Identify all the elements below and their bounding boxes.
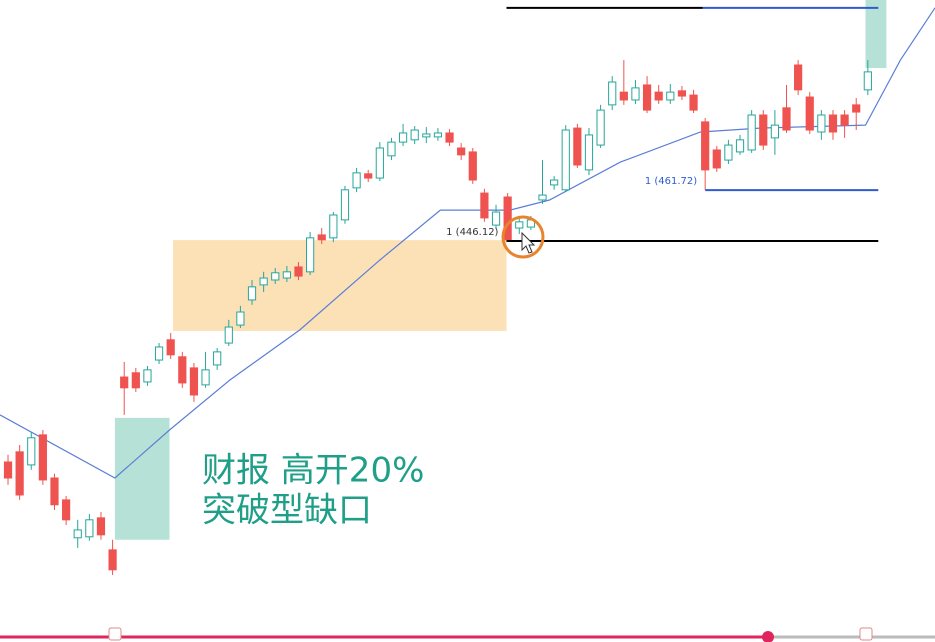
candle-body xyxy=(62,499,71,521)
candle-body xyxy=(340,189,350,221)
candle-body xyxy=(143,369,152,383)
candle-body xyxy=(96,517,106,536)
candle-body xyxy=(724,144,733,161)
candle-body xyxy=(3,461,13,479)
candle-body xyxy=(294,266,303,277)
candle-body xyxy=(863,71,872,91)
candle-body xyxy=(364,173,373,179)
candle-body xyxy=(352,172,361,189)
candle-body xyxy=(120,376,129,389)
candle-body xyxy=(317,234,326,241)
candle-body xyxy=(445,132,454,143)
candle-body xyxy=(73,529,82,539)
candle-body xyxy=(840,114,849,126)
candle-body xyxy=(503,196,512,241)
candle-body xyxy=(712,149,721,169)
candle-body xyxy=(271,272,280,281)
candle-body xyxy=(189,367,199,396)
candle-body xyxy=(468,151,477,181)
candle-body xyxy=(805,96,814,131)
candle-body xyxy=(515,221,524,229)
candle-body xyxy=(27,437,36,466)
candle-body xyxy=(154,346,164,361)
candle-body xyxy=(631,87,640,101)
event-icon[interactable] xyxy=(859,627,873,641)
candle-body xyxy=(782,107,791,131)
candle-body xyxy=(398,132,408,143)
candle-body xyxy=(178,356,187,384)
candle-body xyxy=(38,434,47,481)
candle-body xyxy=(201,369,210,386)
cursor xyxy=(521,231,536,254)
candle-body xyxy=(561,129,570,191)
candle-body xyxy=(573,127,582,166)
candle-body xyxy=(422,133,431,138)
candle-body xyxy=(247,286,257,301)
candle-body xyxy=(770,124,779,139)
candle-body xyxy=(50,477,59,506)
candle-body xyxy=(538,194,547,201)
candle-body xyxy=(619,91,628,101)
fib-label: 1 (461.72) xyxy=(645,176,697,187)
candle-body xyxy=(689,94,698,111)
annotation: 财报 高开20% xyxy=(202,451,424,491)
candle-body xyxy=(828,114,838,133)
event-icon[interactable] xyxy=(108,627,122,641)
candle-body xyxy=(642,84,652,111)
candle-body xyxy=(166,339,175,356)
candle-body xyxy=(735,139,745,153)
cursor-highlight xyxy=(501,215,545,259)
candle-body xyxy=(433,132,443,138)
candle-body xyxy=(213,351,222,366)
candle-body xyxy=(654,91,663,101)
zone xyxy=(173,240,507,331)
zone xyxy=(114,417,170,540)
candle-body xyxy=(852,104,861,113)
candle-body xyxy=(759,114,768,146)
candle-body xyxy=(794,64,803,91)
candle-body xyxy=(15,451,24,496)
candle-body xyxy=(410,129,419,141)
candle-body xyxy=(608,81,617,106)
candle-body xyxy=(131,372,140,389)
candle-body xyxy=(457,147,466,156)
plot: 1 (446.12) 1 (461.72) xyxy=(0,6,935,576)
candle-body xyxy=(747,114,756,151)
candle-body xyxy=(677,90,687,97)
candle-body xyxy=(480,192,489,219)
candle-body xyxy=(306,237,315,273)
candle-body xyxy=(375,147,384,179)
timeline-handle[interactable] xyxy=(762,631,774,642)
candle-body xyxy=(666,91,675,101)
candle-body xyxy=(259,277,268,286)
candle-body xyxy=(224,326,233,344)
candle-body xyxy=(584,134,594,171)
candle-body xyxy=(282,271,291,279)
fib-label: 1 (446.12) xyxy=(446,227,498,238)
candle-body xyxy=(108,549,117,571)
zone xyxy=(865,0,887,68)
candle-body xyxy=(491,211,501,226)
candle-body xyxy=(817,114,826,133)
candle-body xyxy=(596,109,605,146)
candle-body xyxy=(550,179,559,186)
candle-body xyxy=(85,519,94,538)
candle-body xyxy=(387,141,396,157)
annotation: 突破型缺口 xyxy=(202,491,372,531)
candle-body xyxy=(236,311,245,326)
candle-body xyxy=(329,214,338,239)
candle-body xyxy=(701,121,710,171)
